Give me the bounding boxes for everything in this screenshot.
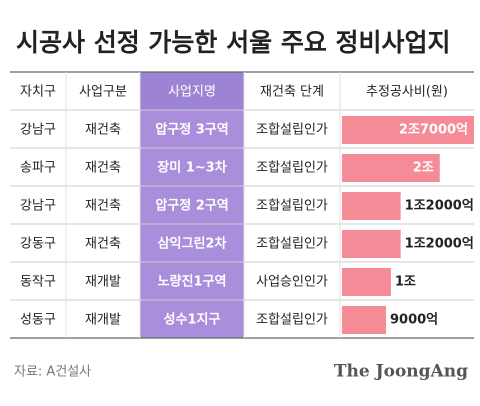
value-label: 1조2000억: [405, 199, 474, 214]
cell: 재개발: [85, 275, 121, 290]
cell: 사업승인인가: [256, 275, 328, 290]
cell: 성동구: [20, 313, 56, 328]
cell: 재개발: [85, 313, 121, 328]
cell: 조합설립인가: [256, 123, 328, 138]
bar: [342, 230, 401, 258]
cell: 재건축: [85, 199, 121, 214]
logo: The JoongAng: [334, 362, 468, 382]
cell: 성수1지구: [164, 313, 221, 328]
header-cell: 재건축 단계: [260, 85, 324, 100]
value-label: 2조7000억: [399, 123, 468, 138]
cell: 압구정 2구역: [155, 198, 228, 214]
value-label: 2조: [413, 161, 434, 176]
cell: 조합설립인가: [256, 161, 328, 176]
cell: 장미 1~3차: [157, 160, 226, 176]
cell: 압구정 3구역: [155, 122, 228, 138]
cell: 강동구: [20, 237, 56, 252]
cell: 재건축: [85, 123, 121, 138]
header-cell: 자치구: [20, 85, 56, 100]
bar: [342, 268, 391, 296]
cell: 재건축: [85, 161, 121, 176]
header-cell: 사업지명: [168, 85, 216, 100]
highlight-header: [140, 72, 244, 110]
source: 자료: A건설사: [14, 365, 91, 380]
cell: 조합설립인가: [256, 237, 328, 252]
bar: [342, 192, 401, 220]
bar: [342, 154, 440, 182]
header-cell: 추정공사비(원): [366, 85, 448, 100]
value-label: 1조: [395, 275, 416, 290]
cell: 노량진1구역: [158, 274, 227, 290]
value-label: 1조2000억: [405, 237, 474, 252]
cell: 삼익그린2차: [158, 236, 227, 252]
value-label: 9000억: [390, 313, 438, 328]
bar: [342, 306, 386, 334]
cell: 동작구: [20, 275, 56, 290]
cell: 송파구: [20, 161, 56, 176]
header-cell: 사업구분: [79, 85, 127, 100]
cell: 재건축: [85, 237, 121, 252]
bar: [342, 116, 474, 144]
cell: 조합설립인가: [256, 199, 328, 214]
cell: 조합설립인가: [256, 313, 328, 328]
cell: 강남구: [20, 123, 56, 138]
cell: 강남구: [20, 199, 56, 214]
title: 시공사 선정 가능한 서울 주요 정비사업지: [16, 28, 451, 57]
